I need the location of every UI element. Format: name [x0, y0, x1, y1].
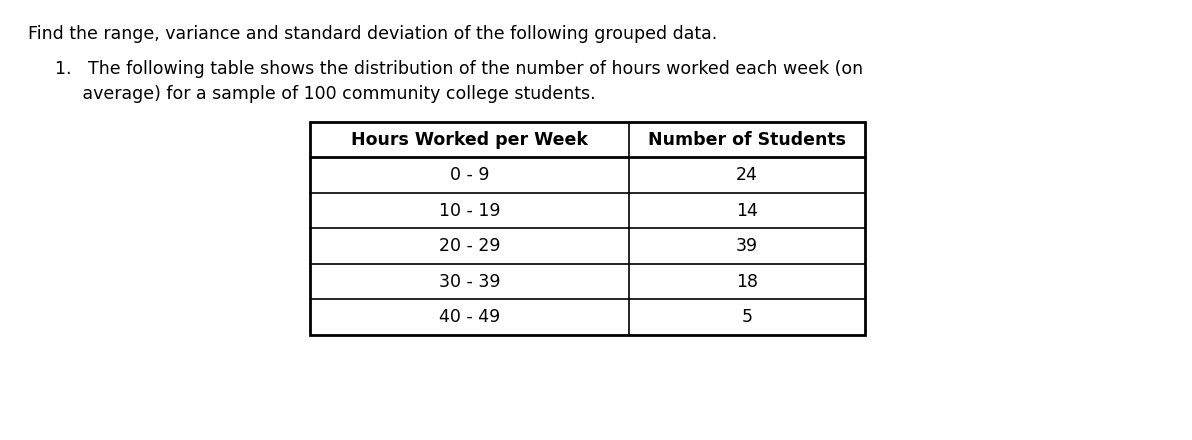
Text: 0 - 9: 0 - 9	[449, 166, 489, 184]
Bar	[310, 122, 865, 335]
Text: 14: 14	[737, 202, 758, 220]
Text: 30 - 39: 30 - 39	[439, 273, 501, 291]
Text: 5: 5	[741, 308, 752, 326]
Text: 18: 18	[737, 273, 758, 291]
Text: 10 - 19: 10 - 19	[439, 202, 501, 220]
Text: Number of Students: Number of Students	[648, 131, 846, 149]
Text: 39: 39	[735, 237, 758, 255]
Text: average) for a sample of 100 community college students.: average) for a sample of 100 community c…	[55, 85, 596, 103]
Text: 24: 24	[737, 166, 758, 184]
Text: 40 - 49: 40 - 49	[439, 308, 501, 326]
Text: Hours Worked per Week: Hours Worked per Week	[352, 131, 588, 149]
Text: 20 - 29: 20 - 29	[439, 237, 501, 255]
Text: 1.   The following table shows the distribution of the number of hours worked ea: 1. The following table shows the distrib…	[55, 60, 863, 78]
Text: Find the range, variance and standard deviation of the following grouped data.: Find the range, variance and standard de…	[27, 25, 718, 43]
